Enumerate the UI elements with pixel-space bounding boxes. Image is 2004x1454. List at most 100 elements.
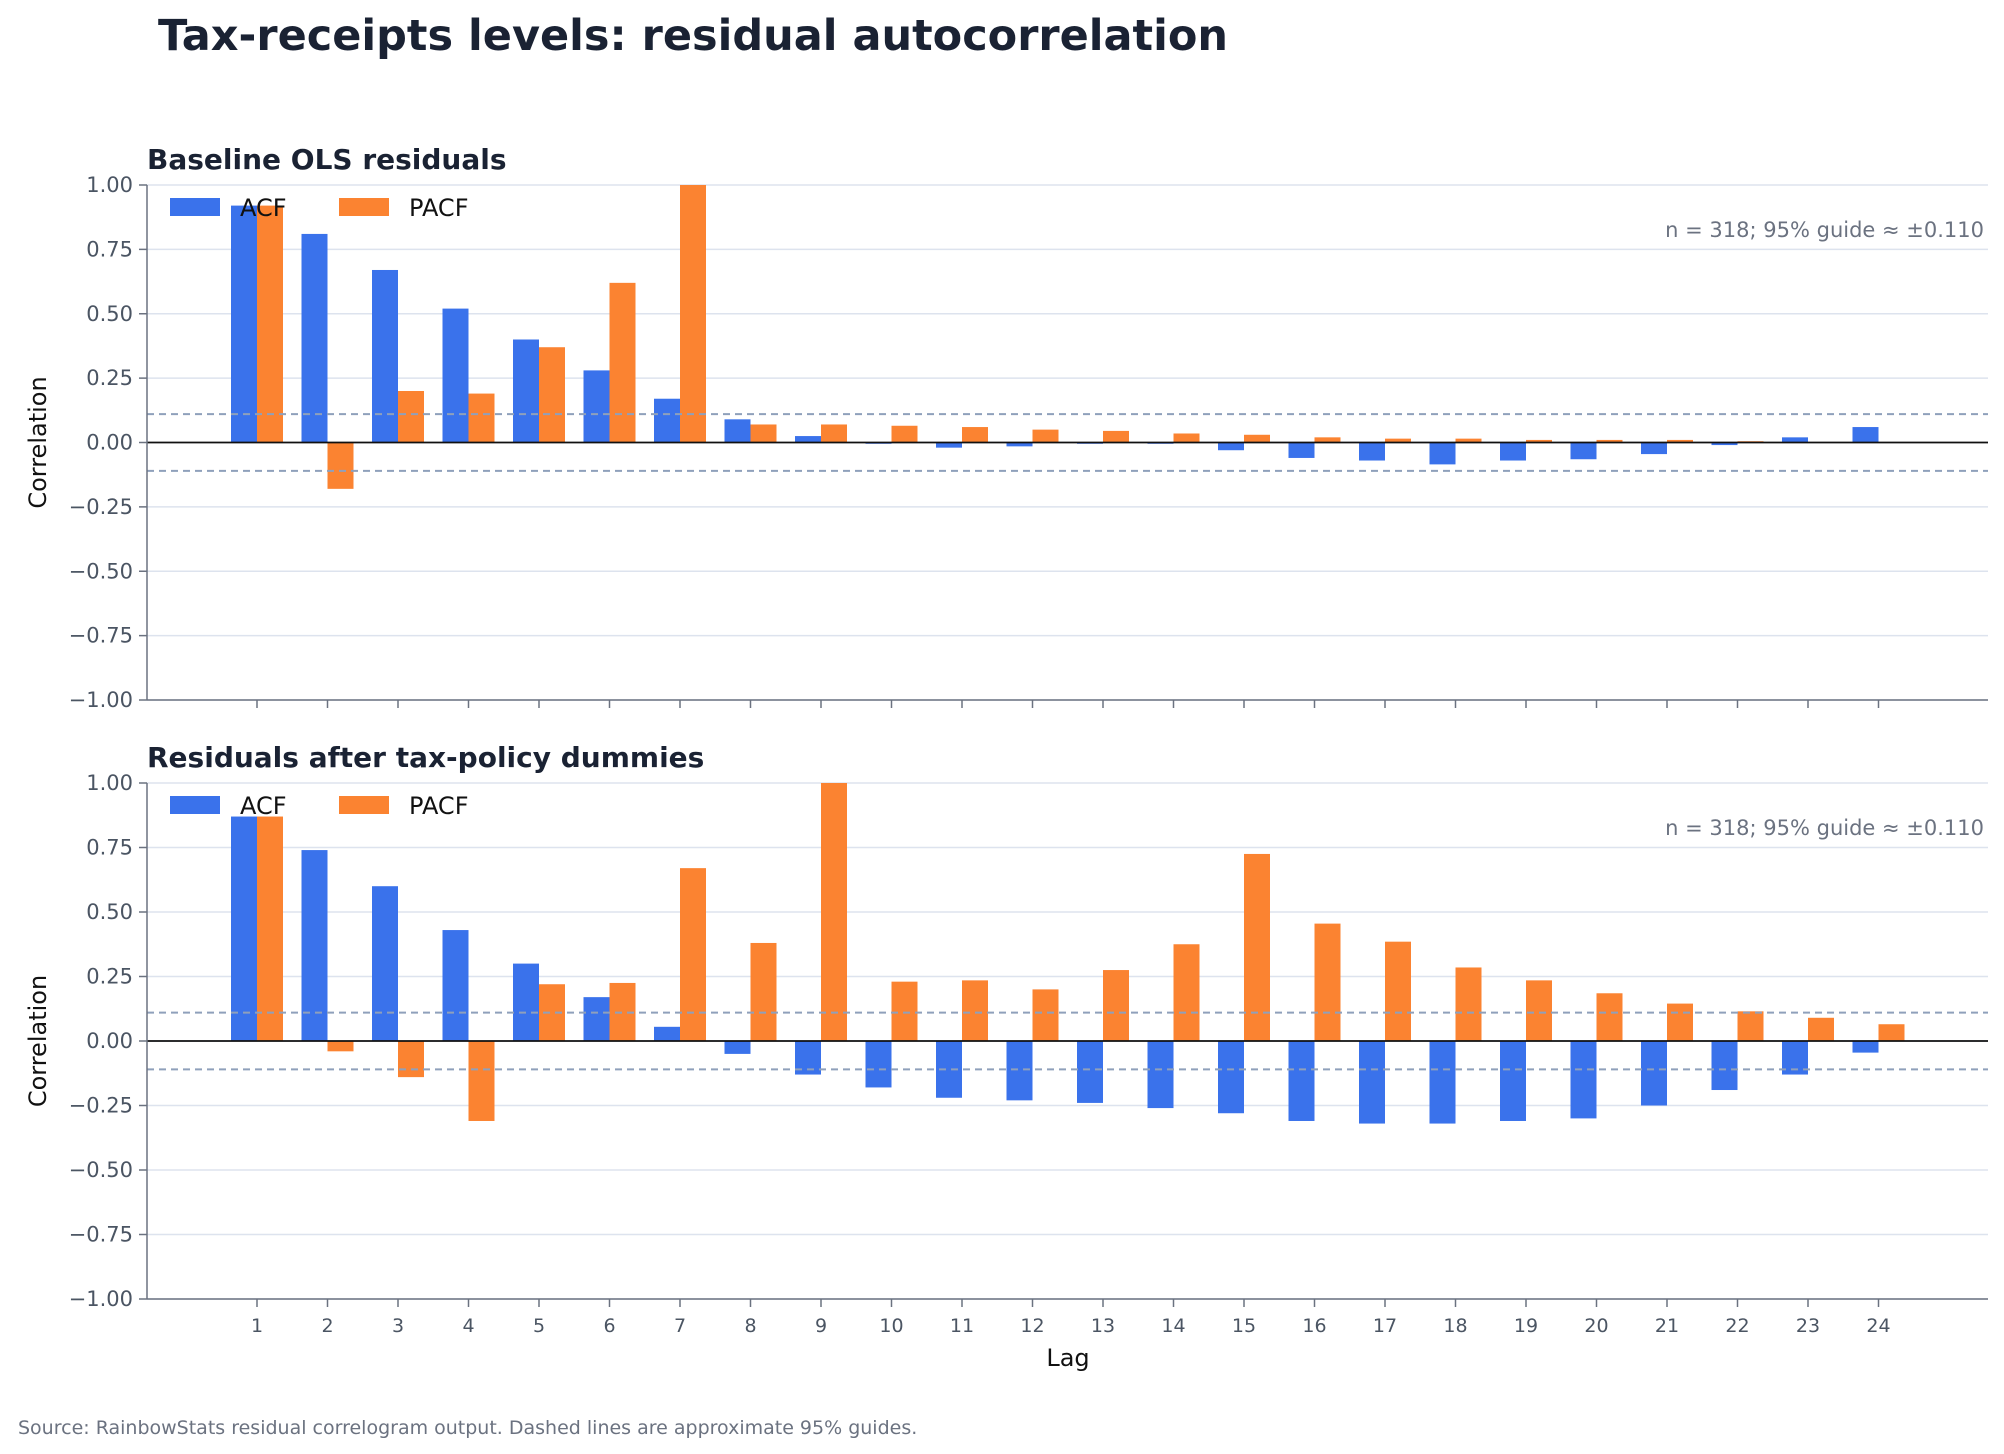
x-tick-label: 12 bbox=[1020, 1315, 1044, 1337]
pacf-bar bbox=[891, 425, 918, 443]
pacf-bar bbox=[539, 347, 565, 443]
acf-bar bbox=[583, 370, 610, 443]
x-tick-label: 8 bbox=[744, 1315, 756, 1337]
legend-swatch-acf bbox=[170, 198, 220, 216]
acf-bar bbox=[1711, 442, 1738, 446]
acf-bar bbox=[1711, 1041, 1738, 1091]
y-tick-label: 0.00 bbox=[86, 1029, 133, 1053]
acf-bar bbox=[301, 850, 328, 1041]
pacf-bar bbox=[1596, 439, 1623, 443]
pacf-bar bbox=[1455, 967, 1482, 1041]
acf-bar bbox=[1429, 442, 1456, 465]
pacf-bar bbox=[1526, 439, 1552, 443]
acf-bar bbox=[1852, 427, 1879, 443]
acf-bar bbox=[1359, 442, 1385, 461]
acf-bar bbox=[654, 1026, 680, 1041]
x-tick-label: 1 bbox=[251, 1315, 263, 1337]
y-tick-label: 0.75 bbox=[86, 836, 133, 860]
pacf-bar bbox=[1032, 989, 1059, 1041]
y-tick-label: 0.25 bbox=[86, 366, 133, 390]
legend-swatch-acf bbox=[170, 796, 220, 814]
pacf-bar bbox=[609, 282, 636, 443]
pacf-bar bbox=[891, 981, 918, 1041]
acf-bar bbox=[1359, 1041, 1385, 1124]
acf-bar bbox=[1006, 1041, 1033, 1101]
acf-bar bbox=[1500, 1041, 1526, 1121]
y-tick-label: 0.75 bbox=[86, 237, 133, 261]
pacf-bar bbox=[1103, 970, 1129, 1041]
pacf-bar bbox=[468, 393, 495, 443]
pacf-bar bbox=[962, 980, 988, 1041]
acf-bar bbox=[1288, 442, 1315, 458]
acf-bar bbox=[1077, 1041, 1103, 1103]
x-tick-label: 5 bbox=[533, 1315, 545, 1337]
pacf-bar bbox=[680, 185, 706, 443]
y-tick-label: −0.50 bbox=[69, 559, 133, 583]
guide-note: n = 318; 95% guide ≈ ±0.110 bbox=[1665, 816, 1984, 840]
pacf-bar bbox=[1032, 429, 1059, 443]
x-tick-label: 3 bbox=[392, 1315, 404, 1337]
acf-bar bbox=[513, 339, 539, 443]
acf-bar bbox=[1006, 442, 1033, 447]
acf-bar bbox=[1147, 1041, 1174, 1109]
acf-bar bbox=[795, 436, 821, 443]
y-axis-label: Correlation bbox=[24, 376, 52, 508]
pacf-bar bbox=[1667, 1003, 1693, 1041]
pacf-bar bbox=[1455, 438, 1482, 443]
source-note: Source: RainbowStats residual correlogra… bbox=[18, 1417, 917, 1439]
acf-bar bbox=[372, 886, 398, 1041]
x-tick-label: 6 bbox=[603, 1315, 615, 1337]
legend-swatch-pacf bbox=[339, 796, 389, 814]
x-tick-label: 16 bbox=[1302, 1315, 1326, 1337]
y-tick-label: 0.25 bbox=[86, 965, 133, 989]
acf-bar bbox=[1570, 1041, 1597, 1119]
guide-note: n = 318; 95% guide ≈ ±0.110 bbox=[1665, 218, 1984, 242]
pacf-bar bbox=[1173, 433, 1200, 443]
y-tick-label: 0.00 bbox=[86, 431, 133, 455]
pacf-bar bbox=[1244, 853, 1270, 1041]
pacf-bar bbox=[257, 205, 283, 443]
legend-label-acf: ACF bbox=[240, 194, 287, 222]
acf-bar bbox=[442, 930, 469, 1041]
acf-bar bbox=[231, 205, 257, 443]
acf-bar bbox=[1500, 442, 1526, 461]
x-tick-label: 10 bbox=[879, 1315, 903, 1337]
pacf-bar bbox=[1667, 439, 1693, 443]
x-tick-label: 20 bbox=[1584, 1315, 1608, 1337]
x-tick-label: 23 bbox=[1796, 1315, 1820, 1337]
x-tick-label: 15 bbox=[1232, 1315, 1256, 1337]
acf-bar bbox=[442, 308, 469, 443]
y-axis-label: Correlation bbox=[24, 975, 52, 1107]
pacf-bar bbox=[257, 816, 283, 1041]
y-tick-label: −0.75 bbox=[69, 1223, 133, 1247]
y-tick-label: −1.00 bbox=[69, 1287, 133, 1311]
x-tick-label: 24 bbox=[1866, 1315, 1890, 1337]
x-tick-label: 22 bbox=[1725, 1315, 1749, 1337]
y-tick-label: −0.50 bbox=[69, 1158, 133, 1182]
pacf-bar bbox=[1103, 430, 1129, 443]
x-tick-label: 18 bbox=[1443, 1315, 1467, 1337]
acf-bar bbox=[1641, 442, 1667, 455]
legend-label-pacf: PACF bbox=[409, 194, 469, 222]
legend-label-pacf: PACF bbox=[409, 792, 469, 820]
acf-bar bbox=[936, 442, 962, 448]
acf-bar bbox=[231, 816, 257, 1041]
y-tick-label: −0.25 bbox=[69, 1094, 133, 1118]
pacf-bar bbox=[1808, 1017, 1834, 1041]
x-tick-label: 4 bbox=[462, 1315, 474, 1337]
pacf-bar bbox=[1526, 980, 1552, 1041]
legend-swatch-pacf bbox=[339, 198, 389, 216]
legend-label-acf: ACF bbox=[240, 792, 287, 820]
y-tick-label: 1.00 bbox=[86, 771, 133, 795]
pacf-bar bbox=[1878, 1024, 1905, 1041]
pacf-bar bbox=[750, 942, 777, 1041]
panel-after-dummies: Residuals after tax-policy dummies 1.00 0.… bbox=[24, 741, 1988, 1337]
y-tick-label: 0.50 bbox=[86, 900, 133, 924]
panel-title: Residuals after tax-policy dummies bbox=[147, 741, 704, 774]
acf-bar bbox=[1288, 1041, 1315, 1121]
x-tick-label: 21 bbox=[1655, 1315, 1679, 1337]
acf-bar bbox=[372, 269, 398, 443]
acf-bar bbox=[654, 398, 680, 443]
acf-bar bbox=[301, 233, 328, 443]
